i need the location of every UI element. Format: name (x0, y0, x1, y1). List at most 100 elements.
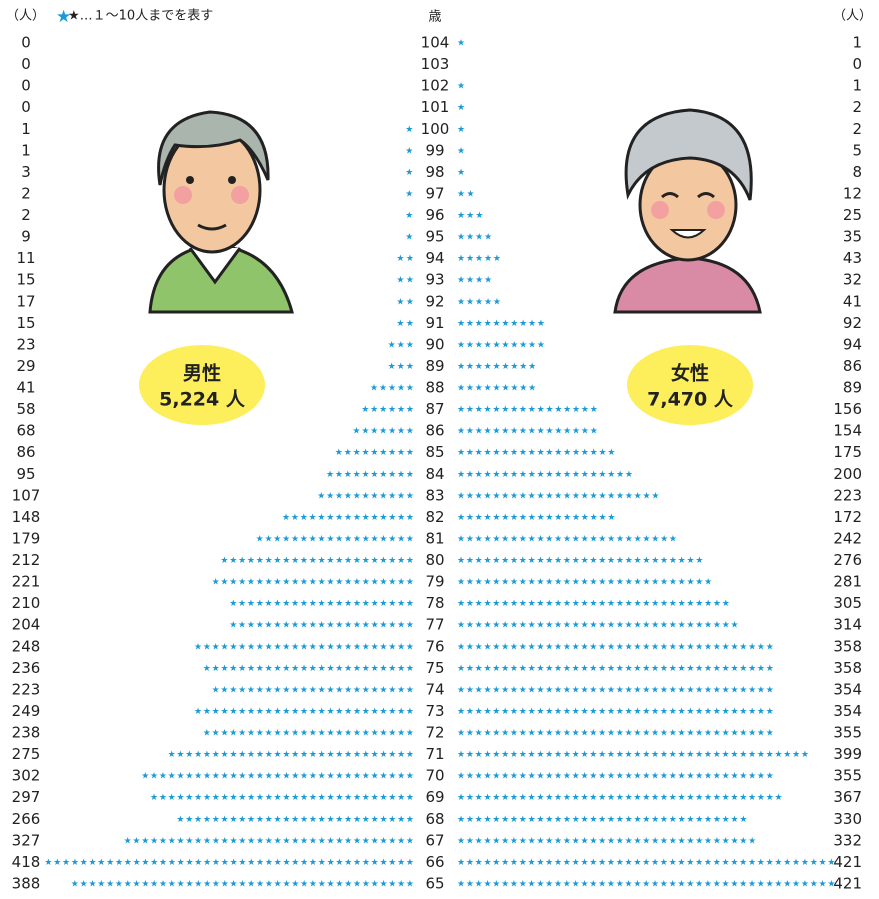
age-label: 98 (425, 163, 444, 181)
age-label: 歳 (428, 10, 441, 25)
male-count: 238 (12, 724, 41, 742)
star-row: ★★★★★★★★★★★★★★★★★★★★★★★★ (203, 664, 414, 674)
male-count: 249 (12, 702, 41, 720)
age-label: 90 (425, 335, 444, 353)
female-count: 281 (833, 573, 862, 591)
age-label: 104 (421, 34, 450, 52)
star-row: ★★★★★★★★★★ (326, 470, 414, 480)
male-count: 0 (21, 34, 31, 52)
female-count: 86 (843, 357, 862, 375)
star-row: ★★★★★★★ (352, 427, 414, 437)
male-count: 2 (21, 206, 31, 224)
male-count: 297 (12, 788, 41, 806)
female-count: 12 (843, 184, 862, 202)
star-row: ★★★ (388, 362, 414, 372)
female-count: 92 (843, 314, 862, 332)
age-label: 70 (425, 767, 444, 785)
male-count: 418 (12, 853, 41, 871)
star-row: ★★★★★★★★★★★★★★★★★★★★★★★★★★★★★★★★★★★★★★★★… (44, 858, 414, 868)
star-row: ★★★★★★★★★★★★★★★★★★★★★★★★★ (194, 707, 414, 717)
star-row: ★★★★★★★★★★ (457, 319, 545, 329)
star-row: ★★★★★★★★★★★ (317, 491, 414, 501)
male-count: 86 (16, 443, 35, 461)
female-count: 421 (833, 875, 862, 893)
age-label: 101 (421, 98, 450, 116)
male-count: 0 (21, 98, 31, 116)
female-count: 89 (843, 379, 862, 397)
unit-right: （人） (833, 9, 872, 24)
star-row: ★★★★ (457, 233, 492, 243)
male-badge (139, 345, 265, 425)
man-illustration (150, 112, 292, 312)
star-row: ★★★ (457, 211, 483, 221)
female-count: 354 (833, 680, 862, 698)
star-row: ★★★★★★★★★★★★★★★★★★★★★ (229, 599, 414, 609)
age-label: 94 (425, 249, 444, 267)
star-row: ★★★★ (457, 276, 492, 286)
age-label: 93 (425, 271, 444, 289)
star-row: ★ (457, 39, 465, 49)
star-row: ★★ (396, 297, 414, 307)
male-count: 236 (12, 659, 41, 677)
age-label: 76 (425, 637, 444, 655)
star-row: ★★★★★★★★★★★★★★★★★★★★★★★★★★★★★★ (150, 793, 414, 803)
star-row: ★★★★★★★★★★★★★★★★★★★★★★★★★★★★★ (457, 578, 712, 588)
age-label: 100 (421, 120, 450, 138)
male-count: 221 (12, 573, 41, 591)
star-row: ★★★★★★★★★★★★★★★★★★★★★★★★★★★★★★★★★ (457, 815, 747, 825)
age-label: 67 (425, 831, 444, 849)
star-row: ★ (457, 146, 465, 156)
female-count: 330 (833, 810, 862, 828)
age-label: 82 (425, 508, 444, 526)
star-row: ★★★★★★★★★★★★★★★★★★★★★★★★★★★★★★★★★★★★ (457, 685, 774, 695)
star-row: ★★★★★★★★★★★★★★★★★★★★★★★★★★★★★★★★★★★★ (457, 664, 774, 674)
age-label: 97 (425, 184, 444, 202)
age-label: 74 (425, 680, 444, 698)
star-row: ★★★★★★★★★★★★★★★★★★★★★★★★★★★★★★★ (141, 772, 414, 782)
female-count: 200 (833, 465, 862, 483)
star-row: ★★★★★★★★★★★★★★★★★★★★★★★★★★★★★★★★★★★★ (457, 729, 774, 739)
age-label: 68 (425, 810, 444, 828)
star-row: ★★★★★★ (361, 405, 414, 415)
female-count: 332 (833, 831, 862, 849)
star-row: ★★★★★★★★★★★★★★★★★★★★ (457, 470, 633, 480)
star-row: ★★ (396, 319, 414, 329)
male-count: 15 (16, 314, 35, 332)
male-total: 5,224 人 (159, 389, 246, 411)
male-count: 1 (21, 120, 31, 138)
female-count: 355 (833, 724, 862, 742)
age-label: 87 (425, 400, 444, 418)
star-row: ★★★★★★★★★★★★★★★★★★ (256, 534, 414, 544)
female-count: 1 (852, 77, 862, 95)
male-count: 248 (12, 637, 41, 655)
male-count: 11 (16, 249, 35, 267)
female-count: 0 (852, 55, 862, 73)
female-count: 367 (833, 788, 862, 806)
female-count: 242 (833, 529, 862, 547)
age-label: 91 (425, 314, 444, 332)
female-count: 25 (843, 206, 862, 224)
star-row: ★★★★★★★★★ (457, 384, 536, 394)
star-row: ★★★★★★★★★★★★★★★★★★★★★★★★★★★★ (168, 750, 414, 760)
star-row: ★★★★★★★★★★★★★★★★★★★★★★★★★★★ (176, 815, 414, 825)
star-row: ★ (405, 168, 413, 178)
age-label: 89 (425, 357, 444, 375)
female-count: 156 (833, 400, 862, 418)
star-row: ★★★★★★★★★★★★★★★★★★★★★★★★★★★★★★★★★★★★ (457, 772, 774, 782)
star-row: ★★★★★★★★★★★★★★★★★★★★★★★ (457, 491, 659, 501)
male-count: 41 (16, 379, 35, 397)
age-label: 86 (425, 422, 444, 440)
star-row: ★★★★★★★★★★★★★★★★★★★★★★★★★★★★ (457, 556, 703, 566)
female-count: 94 (843, 335, 862, 353)
male-count: 58 (16, 400, 35, 418)
star-row: ★★★★★★★★★★★★★★★★★★ (457, 513, 615, 523)
star-row: ★★★★★★★★★ (457, 362, 536, 372)
age-label: 88 (425, 379, 444, 397)
female-count: 175 (833, 443, 862, 461)
star-row: ★★★★★★★★★★★★★★★★★★★★★★★★★★★★★★★ (457, 599, 730, 609)
star-row: ★★★★★★★★★★★★★★★★ (457, 427, 598, 437)
age-label: 95 (425, 228, 444, 246)
star-row: ★★★★★★★★★★★★★★★★★★★★★★★★★★★★★★★★★★★★★★★★… (457, 880, 835, 890)
male-count: 266 (12, 810, 41, 828)
star-row: ★★★★★ (370, 384, 414, 394)
